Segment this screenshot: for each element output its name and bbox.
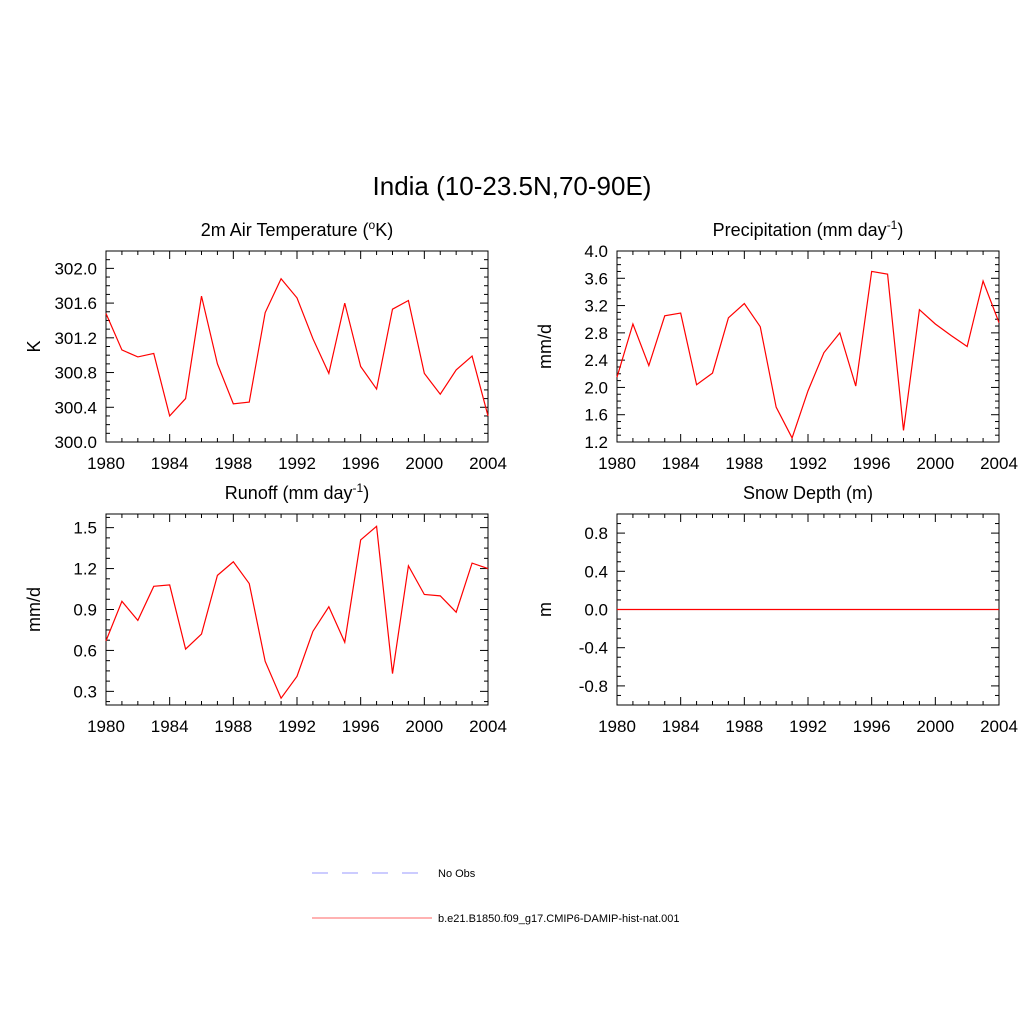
figure-title: India (10-23.5N,70-90E) [373, 171, 652, 201]
panel-4-title: Snow Depth (m) [743, 483, 873, 503]
panel-1-title: 2m Air Temperature (oK) [201, 218, 393, 240]
panel-2-xtick-label-2004: 2004 [980, 454, 1018, 473]
panel-2-xtick-label-1984: 1984 [662, 454, 700, 473]
panel-1-xtick-label-2004: 2004 [469, 454, 507, 473]
panel-4-xtick-label-1980: 1980 [598, 717, 636, 736]
panel-4-xtick-label-2000: 2000 [916, 717, 954, 736]
panel-2-ytick-label-3-6: 3.6 [584, 269, 608, 288]
panel-2-ytick-label-1-2: 1.2 [584, 433, 608, 452]
panel-4: Snow Depth (m) m 1980 1984 1988 1992 1996 2000 2… [535, 483, 1018, 736]
panel-2-frame [616, 250, 1000, 443]
panel-2-series-line-1 [616, 270, 1000, 440]
panel-2-xtick-label-1992: 1992 [789, 454, 827, 473]
panel-4-xtick-label-1988: 1988 [725, 717, 763, 736]
panel-1-frame [105, 250, 489, 443]
panel-4-ylabel: m [535, 602, 555, 617]
panel-3-xtick-label-2004: 2004 [469, 717, 507, 736]
panel-2-ylabel: mm/d [535, 324, 555, 369]
panel-1-ytick-label-300-0: 300.0 [54, 433, 97, 452]
panel-1-ytick-label-301-6: 301.6 [54, 294, 97, 313]
panel-3-ytick-label-0-3: 0.3 [73, 682, 97, 701]
panel-4-xtick-label-1984: 1984 [662, 717, 700, 736]
panel-1-xtick-label-2000: 2000 [405, 454, 443, 473]
panel-3-ytick-label-1-2: 1.2 [73, 560, 97, 579]
panel-3-ytick-label-1-5: 1.5 [73, 519, 97, 538]
panel-2-xtick-label-1988: 1988 [725, 454, 763, 473]
panel-2-ytick-label-2-0: 2.0 [584, 378, 608, 397]
panel-1-ylabel: K [24, 340, 44, 352]
panel-1-ytick-label-300-4: 300.4 [54, 398, 97, 417]
panel-2-xtick-label-2000: 2000 [916, 454, 954, 473]
panel-4-xtick-label-1996: 1996 [853, 717, 891, 736]
panel-2: Precipitation (mm day-1) mm/d 1980 1984 1988… [535, 218, 1018, 473]
panel-2-ytick-label-2-8: 2.8 [584, 324, 608, 343]
panel-1-ytick-label-302-0: 302.0 [54, 259, 97, 278]
panel-3-title: Runoff (mm day-1) [225, 481, 369, 503]
panel-3-ytick-label-0-6: 0.6 [73, 641, 97, 660]
panel-3-ylabel: mm/d [24, 587, 44, 632]
legend-label-no-obs: No Obs [438, 868, 476, 880]
panel-3-ytick-label-0-9: 0.9 [73, 601, 97, 620]
panel-1-xtick-label-1984: 1984 [151, 454, 189, 473]
panel-4-ytick-label-0-4: -0.4 [579, 639, 608, 658]
panel-4-ytick-label-0-8: 0.8 [584, 524, 608, 543]
panel-1-xtick-label-1988: 1988 [214, 454, 252, 473]
panel-2-ytick-label-3-2: 3.2 [584, 297, 608, 316]
panel-4-xtick-label-1992: 1992 [789, 717, 827, 736]
panel-1-xtick-label-1992: 1992 [278, 454, 316, 473]
panel-3-xtick-label-2000: 2000 [405, 717, 443, 736]
panel-2-ytick-label-4-0: 4.0 [584, 242, 608, 261]
panel-2-ytick-label-2-4: 2.4 [584, 351, 608, 370]
panel-4-ytick-label-0-8: -0.8 [579, 677, 608, 696]
panel-1: 2m Air Temperature (oK) K 1980 1984 1988 1992… [24, 218, 507, 473]
panel-1-xtick-label-1980: 1980 [87, 454, 125, 473]
panel-1-xtick-label-1996: 1996 [342, 454, 380, 473]
panel-3-xtick-label-1992: 1992 [278, 717, 316, 736]
panel-3-series-line-1 [105, 525, 489, 700]
panel-2-xtick-label-1996: 1996 [853, 454, 891, 473]
panel-3-xtick-label-1988: 1988 [214, 717, 252, 736]
panel-2-title: Precipitation (mm day-1) [713, 218, 904, 240]
panel-2-xtick-label-1980: 1980 [598, 454, 636, 473]
legend: No Obs b.e21.B1850.f09_g17.CMIP6-DAMIP-h… [312, 868, 680, 925]
panel-3-xtick-label-1980: 1980 [87, 717, 125, 736]
panel-4-ytick-label-0-4: 0.4 [584, 562, 608, 581]
panel-2-ytick-label-1-6: 1.6 [584, 406, 608, 425]
panel-3: Runoff (mm day-1) mm/d 1980 1984 1988 1992 199… [24, 481, 507, 736]
panels-group: 2m Air Temperature (oK) K 1980 1984 1988 1992… [24, 218, 1018, 736]
panel-3-xtick-label-1984: 1984 [151, 717, 189, 736]
panel-1-ytick-label-301-2: 301.2 [54, 329, 97, 348]
panel-1-ytick-label-300-8: 300.8 [54, 364, 97, 383]
legend-label-model-run: b.e21.B1850.f09_g17.CMIP6-DAMIP-hist-nat… [438, 913, 680, 925]
panel-3-xtick-label-1996: 1996 [342, 717, 380, 736]
panel-4-ytick-label-0-0: 0.0 [584, 601, 608, 620]
panel-1-series-line-1 [105, 277, 489, 418]
panel-4-xtick-label-2004: 2004 [980, 717, 1018, 736]
